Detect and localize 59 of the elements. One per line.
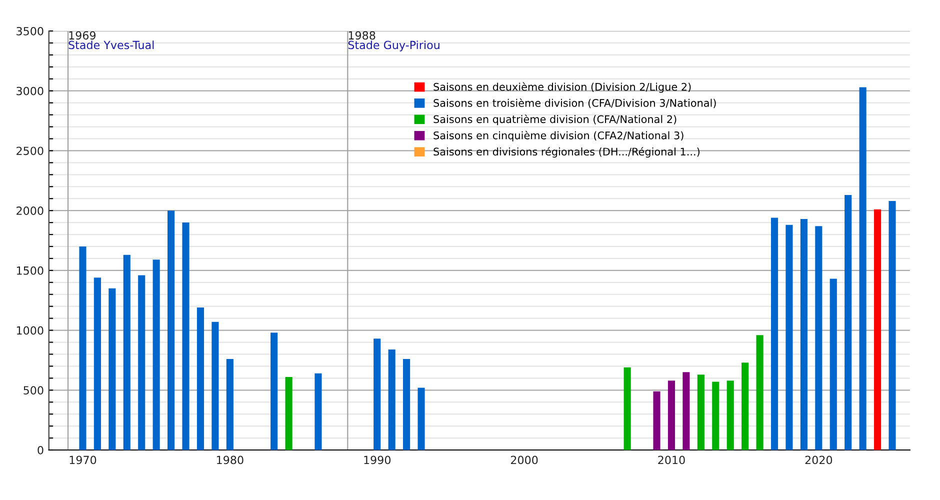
bar: [874, 209, 882, 450]
x-tick-label: 1970: [70, 456, 96, 464]
x-tick-label: 2000: [510, 456, 538, 464]
legend-label: Saisons en divisions régionales (DH.../Régional 1...): [434, 147, 700, 158]
bar: [374, 338, 381, 450]
bar: [786, 224, 793, 450]
y-tick-label: 1000: [16, 326, 44, 335]
bar: [212, 322, 219, 450]
bar: [418, 388, 425, 450]
bar: [668, 380, 676, 450]
y-tick-label: 2000: [16, 206, 44, 215]
x-tick-label: 2020: [805, 456, 832, 464]
y-tick-label: 3500: [16, 26, 44, 36]
bar: [770, 218, 778, 450]
bar: [712, 382, 720, 450]
legend-label: Saisons en troisième division (CFA/Division 3/National): [434, 98, 716, 108]
bar: [182, 222, 190, 450]
bar: [653, 391, 660, 450]
bar: [285, 376, 292, 450]
bar: [726, 380, 734, 450]
bar: [830, 278, 837, 450]
bar: [138, 275, 146, 450]
y-tick-label: 0: [38, 446, 44, 454]
y-tick-label: 3000: [16, 86, 44, 96]
bar: [815, 226, 822, 450]
bar: [800, 218, 808, 450]
bar: [168, 210, 175, 450]
legend-label: Saisons en quatrième division (CFA/National 2): [434, 114, 676, 126]
bar: [79, 246, 86, 450]
x-tick-label: 1980: [217, 456, 244, 464]
bar: [888, 200, 896, 450]
annotation: Stade Guy-Piriou: [348, 40, 440, 52]
annotation: Stade Yves-Tual: [68, 40, 154, 50]
ref-line-label: 1969: [69, 31, 96, 40]
x-tick-label: 1990: [364, 456, 391, 464]
bar: [196, 308, 204, 450]
bar: [270, 332, 278, 450]
bar: [226, 359, 234, 450]
y-tick-label: 500: [24, 386, 44, 395]
bar: [742, 362, 749, 450]
bar: [624, 367, 631, 450]
x-tick-label: 2010: [658, 456, 685, 464]
bar: [388, 349, 396, 450]
legend-label: Saisons en deuxième division (Division 2/Ligue 2): [434, 82, 691, 93]
bar: [123, 254, 130, 450]
bar: [152, 260, 160, 450]
ref-line-label: 1988: [348, 31, 376, 40]
bar: [682, 372, 690, 450]
bar: [403, 359, 410, 450]
bar: [108, 288, 116, 450]
legend-label: Saisons en cinquième division (CFA2/National 3): [434, 130, 684, 142]
bar: [859, 87, 866, 450]
bar: [314, 373, 322, 450]
bar: [844, 195, 852, 450]
bar: [697, 374, 704, 450]
bar: [94, 278, 101, 450]
y-tick-label: 1500: [16, 266, 44, 275]
bar: [756, 335, 764, 450]
y-tick-label: 2500: [16, 146, 44, 156]
